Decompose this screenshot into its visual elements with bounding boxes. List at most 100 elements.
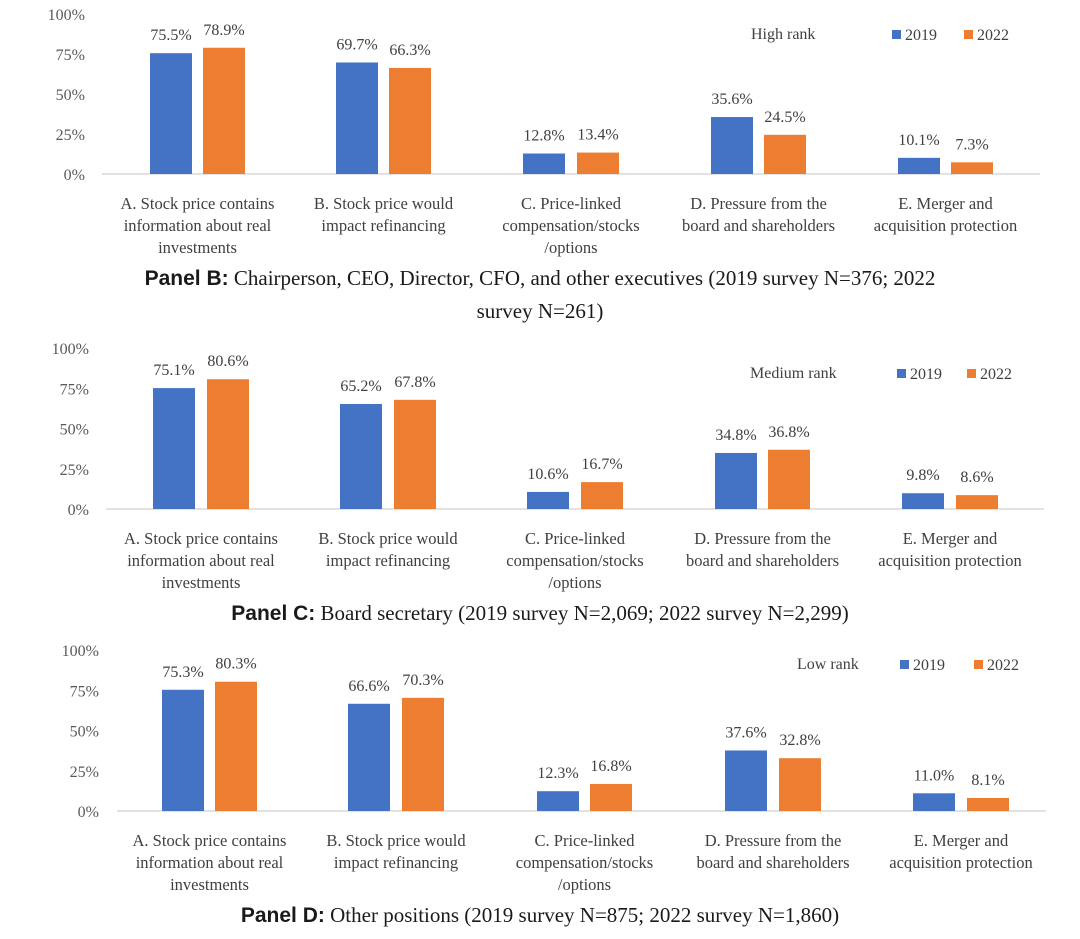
chart2-legend-swatch-2019: [897, 369, 906, 378]
chart2-category-label: D. Pressure from the: [694, 529, 831, 548]
chart3-category-label: compensation/stocks: [516, 853, 653, 872]
chart2-bar-2019: [340, 404, 382, 509]
chart3-bar-2022: [967, 797, 1009, 811]
chart2-data-label-2022: 80.6%: [207, 353, 248, 370]
chart1-bar-2022: [764, 134, 806, 174]
chart2-data-label-2019: 65.2%: [340, 378, 381, 395]
chart2-category-label: /options: [548, 573, 601, 592]
chart2-category-label: E. Merger and: [903, 529, 998, 548]
chart2-bar-2019: [715, 452, 757, 509]
panel-b-caption-line1: Chairperson, CEO, Director, CFO, and oth…: [228, 266, 936, 290]
chart3-category-label: B. Stock price would: [326, 831, 466, 850]
chart1-legend-swatch-2019: [892, 30, 901, 39]
chart2-category-label: board and shareholders: [686, 551, 839, 570]
chart2-category-label: impact refinancing: [326, 551, 450, 570]
chart1-category-label: investments: [158, 238, 237, 257]
chart2-bar-2019: [902, 493, 944, 509]
chart2-ytick-label: 50%: [60, 422, 89, 439]
chart2-legend-label-2022: 2022: [980, 366, 1012, 383]
chart3-bar-2022: [215, 681, 257, 811]
chart2-legend-label-2019: 2019: [910, 366, 942, 383]
chart1-data-label-2019: 10.1%: [898, 132, 939, 149]
chart2-bar-2019: [527, 491, 569, 509]
chart3-data-label-2022: 80.3%: [215, 656, 256, 673]
chart3-bar-2022: [779, 758, 821, 811]
chart1-category-label: compensation/stocks: [502, 216, 639, 235]
chart1-ytick-label: 25%: [56, 127, 85, 144]
chart2-category-label: acquisition protection: [878, 551, 1021, 570]
chart1-bar-2022: [951, 162, 993, 174]
chart1-ytick-label: 0%: [64, 167, 85, 184]
chart3-legend-label-2022: 2022: [987, 657, 1019, 674]
chart2-bar-2022: [394, 399, 436, 509]
chart1-category-label: information about real: [124, 216, 272, 235]
chart2-data-label-2019: 75.1%: [153, 362, 194, 379]
chart2-data-label-2019: 9.8%: [906, 467, 939, 484]
panel-b-caption: Panel B: Chairperson, CEO, Director, CFO…: [0, 262, 1080, 328]
chart3-data-label-2019: 37.6%: [725, 724, 766, 741]
chart2-data-label-2022: 16.7%: [581, 456, 622, 473]
chart2-ytick-label: 75%: [60, 381, 89, 398]
chart1-bar-2022: [389, 67, 431, 174]
panel-c-label: Panel C:: [231, 602, 316, 625]
chart1-category-label: board and shareholders: [682, 216, 835, 235]
chart1-bar-2019: [711, 117, 753, 174]
chart3-ytick-label: 0%: [78, 804, 99, 821]
chart1-bar-2019: [150, 53, 192, 175]
chart3-ytick-label: 50%: [70, 724, 99, 741]
chart1-data-label-2019: 69.7%: [336, 36, 377, 53]
panel-b-caption-line2: survey N=261): [476, 299, 604, 323]
chart3-bar-2019: [162, 689, 204, 811]
chart2-data-label-2022: 36.8%: [768, 424, 809, 441]
chart3-data-label-2019: 66.6%: [348, 678, 389, 695]
chart2-ytick-label: 100%: [52, 341, 89, 358]
chart1-rank-label: High rank: [751, 26, 815, 43]
chart3-legend-swatch-2019: [900, 660, 909, 669]
chart1-ytick-label: 100%: [48, 7, 85, 24]
chart2-bar-2022: [581, 482, 623, 509]
chart2-bar-2022: [768, 449, 810, 509]
chart1-bar-2022: [203, 47, 245, 175]
chart1-category-label: A. Stock price contains: [121, 194, 275, 213]
chart2-bar-2019: [153, 388, 195, 509]
panel-d-label: Panel D:: [240, 904, 325, 927]
chart3-data-label-2019: 12.3%: [537, 765, 578, 782]
chart2-category-label: compensation/stocks: [506, 551, 643, 570]
chart1-category-label: acquisition protection: [874, 216, 1017, 235]
chart1-ytick-label: 50%: [56, 87, 85, 104]
chart1-legend-swatch-2022: [964, 30, 973, 39]
chart3-category-label: information about real: [136, 853, 284, 872]
chart2-data-label-2022: 67.8%: [394, 374, 435, 391]
chart3-bar-2019: [348, 703, 390, 811]
chart3-category-label: E. Merger and: [914, 831, 1009, 850]
panel-d-caption-text: Other positions (2019 survey N=875; 2022…: [324, 903, 840, 927]
chart1-data-label-2022: 13.4%: [577, 127, 618, 144]
chart2-category-label: B. Stock price would: [318, 529, 458, 548]
chart3-category-label: C. Price-linked: [535, 831, 636, 850]
panel-c-caption: Panel C: Board secretary (2019 survey N=…: [0, 597, 1080, 630]
chart1-category-label: B. Stock price would: [314, 194, 454, 213]
chart3-rank-label: Low rank: [797, 656, 859, 673]
chart3-data-label-2022: 32.8%: [779, 732, 820, 749]
chart1-category-label: D. Pressure from the: [690, 194, 827, 213]
chart1-bar-2022: [577, 152, 619, 174]
chart3-legend-swatch-2022: [974, 660, 983, 669]
chart3-category-label: /options: [558, 875, 611, 894]
chart1-legend-label-2019: 2019: [905, 27, 937, 44]
chart1-bar-2019: [523, 153, 565, 174]
chart3-category-label: board and shareholders: [696, 853, 849, 872]
chart2-category-label: C. Price-linked: [525, 529, 626, 548]
chart1-data-label-2019: 12.8%: [523, 128, 564, 145]
panel-c-caption-text: Board secretary (2019 survey N=2,069; 20…: [315, 601, 849, 625]
chart1-category-label: C. Price-linked: [521, 194, 622, 213]
panel-d-caption: Panel D: Other positions (2019 survey N=…: [0, 899, 1080, 932]
chart2-data-label-2019: 10.6%: [527, 466, 568, 483]
chart1-legend-label-2022: 2022: [977, 27, 1009, 44]
chart1-data-label-2019: 35.6%: [711, 91, 752, 108]
chart3-category-label: acquisition protection: [889, 853, 1032, 872]
chart3-ytick-label: 25%: [70, 764, 99, 781]
chart3-category-label: impact refinancing: [334, 853, 458, 872]
chart1-ytick-label: 75%: [56, 47, 85, 64]
chart2-category-label: A. Stock price contains: [124, 529, 278, 548]
